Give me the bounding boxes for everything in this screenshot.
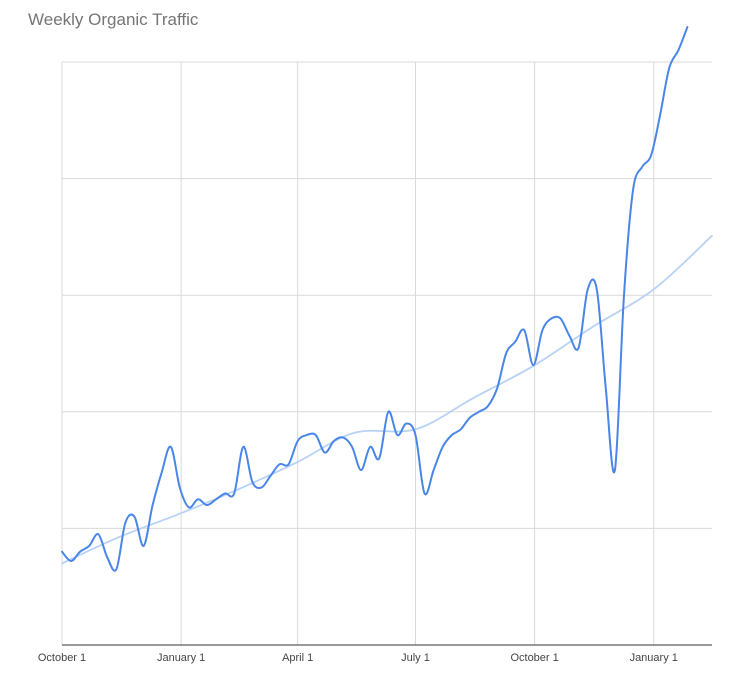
x-tick-label: October 1 <box>510 652 558 664</box>
series-line-trend <box>61 234 713 565</box>
x-tick-label: October 1 <box>38 652 86 664</box>
x-tick-label: January 1 <box>157 652 205 664</box>
x-tick-label: January 1 <box>630 652 678 664</box>
x-tick-label: July 1 <box>401 652 430 664</box>
x-tick-label: April 1 <box>282 652 313 664</box>
series-line-weekly-traffic <box>61 26 689 572</box>
chart-title: Weekly Organic Traffic <box>28 10 199 29</box>
